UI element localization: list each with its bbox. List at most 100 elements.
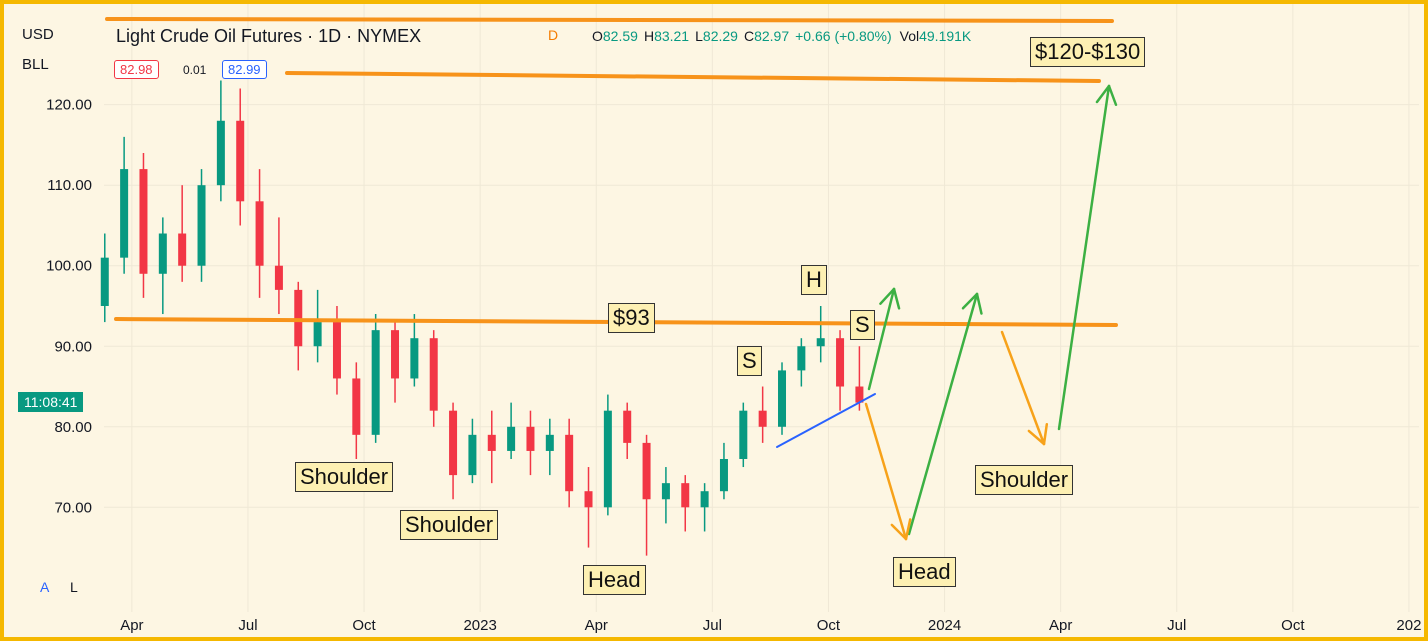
- candle-body: [274, 265, 283, 290]
- candle: [855, 346, 864, 411]
- candle-body: [449, 410, 458, 476]
- candle: [836, 330, 845, 411]
- candle: [352, 362, 361, 459]
- candle: [294, 281, 303, 371]
- candle-body: [816, 338, 825, 347]
- legend-item: O: [592, 28, 603, 44]
- candle-body: [855, 386, 864, 403]
- candle-body: [836, 338, 845, 387]
- drawing-line: [776, 393, 876, 448]
- candle-body: [487, 434, 496, 451]
- candle: [236, 88, 245, 226]
- candle-body: [391, 330, 400, 379]
- candle: [255, 169, 264, 298]
- candle: [371, 314, 380, 443]
- x-tick-label: Apr: [1049, 617, 1072, 634]
- chart: 70.00 80.00 90.00 100.00 110.00 120.00 Apr Jul O…: [46, 4, 1421, 634]
- candle: [487, 410, 496, 484]
- drawing-line: [975, 292, 983, 315]
- candle: [778, 362, 787, 435]
- candle: [565, 418, 574, 508]
- drawing-line: [864, 402, 908, 541]
- annotation: $120-$130: [1030, 37, 1146, 67]
- candle-body: [178, 233, 187, 266]
- drawing-line: [1027, 429, 1046, 446]
- x-tick-label: Apr: [585, 617, 608, 634]
- y-tick-label: 70.00: [54, 499, 92, 516]
- drawing-line: [285, 71, 1101, 83]
- candle-body: [197, 185, 206, 266]
- candle-body: [468, 434, 477, 476]
- x-tick-label: Jul: [238, 617, 257, 634]
- symbol-title: Light Crude Oil Futures · 1D · NYMEX: [116, 26, 422, 46]
- candle: [468, 418, 477, 484]
- candle-body: [100, 257, 109, 306]
- candle-body: [352, 378, 361, 435]
- annotation: $93: [608, 303, 655, 333]
- candle-body: [216, 120, 225, 186]
- delayed-badge: D: [548, 27, 559, 43]
- candle-body: [565, 434, 574, 492]
- candle-body: [313, 322, 322, 347]
- annotation: Shoulder: [975, 465, 1074, 495]
- candle: [661, 467, 670, 524]
- bid-box[interactable]: 82.98: [114, 60, 159, 79]
- candle: [429, 330, 438, 427]
- currency-select[interactable]: USD: [22, 26, 54, 43]
- annotation: S: [850, 310, 875, 340]
- candle-body: [410, 338, 419, 379]
- candle: [178, 185, 187, 282]
- x-tick-label: 2024: [928, 617, 961, 634]
- candle: [700, 483, 709, 532]
- candle-body: [545, 434, 554, 451]
- y-tick-label: 120.00: [46, 97, 92, 114]
- auto-scale[interactable]: A: [40, 579, 50, 595]
- drawing-line: [907, 292, 979, 536]
- candle: [507, 402, 516, 459]
- x-tick-label: Apr: [120, 617, 143, 634]
- candle-body: [507, 426, 516, 451]
- candle-body: [758, 410, 767, 427]
- candle-body: [739, 410, 748, 459]
- legend-item: +0.66 (+0.80%): [795, 28, 892, 44]
- candle: [449, 402, 458, 500]
- candle-body: [584, 491, 593, 508]
- annotation: Head: [893, 557, 956, 587]
- countdown: 11:08:41: [18, 392, 84, 412]
- candle: [274, 217, 283, 315]
- candle-body: [661, 483, 670, 500]
- candle: [603, 394, 612, 516]
- candle: [410, 314, 419, 387]
- candle: [158, 217, 167, 315]
- spread: 0.01: [183, 63, 207, 77]
- candle: [139, 152, 148, 298]
- ask-box[interactable]: 82.99: [222, 60, 267, 79]
- candle: [120, 136, 129, 274]
- y-tick-label: 90.00: [54, 338, 92, 355]
- candle: [216, 80, 225, 202]
- annotation: S: [737, 346, 762, 376]
- unit-select[interactable]: BLL: [22, 56, 49, 73]
- legend-item: L: [695, 28, 703, 44]
- drawing-line: [892, 287, 901, 310]
- log-scale[interactable]: L: [70, 579, 78, 595]
- candle-body: [603, 410, 612, 508]
- ohlc-legend: O82.59 H83.21 L82.29 C82.97 +0.66 (+0.80%) Vo…: [586, 28, 971, 44]
- candle-body: [158, 233, 167, 274]
- annotation: H: [801, 265, 827, 295]
- candle: [623, 402, 632, 459]
- candle: [526, 410, 535, 476]
- candle-body: [236, 120, 245, 202]
- annotation: Shoulder: [400, 510, 499, 540]
- y-tick-label: 80.00: [54, 419, 92, 436]
- x-tick-label: Oct: [1281, 617, 1305, 634]
- candle-body: [332, 322, 341, 379]
- drawing-line: [1000, 330, 1046, 446]
- legend-item: 82.59: [602, 28, 638, 44]
- drawing-line: [904, 518, 912, 541]
- legend-item: 49.191K: [919, 28, 972, 44]
- legend-item: C: [743, 28, 755, 44]
- x-tick-label: 2023: [463, 617, 496, 634]
- candle-body: [120, 169, 129, 258]
